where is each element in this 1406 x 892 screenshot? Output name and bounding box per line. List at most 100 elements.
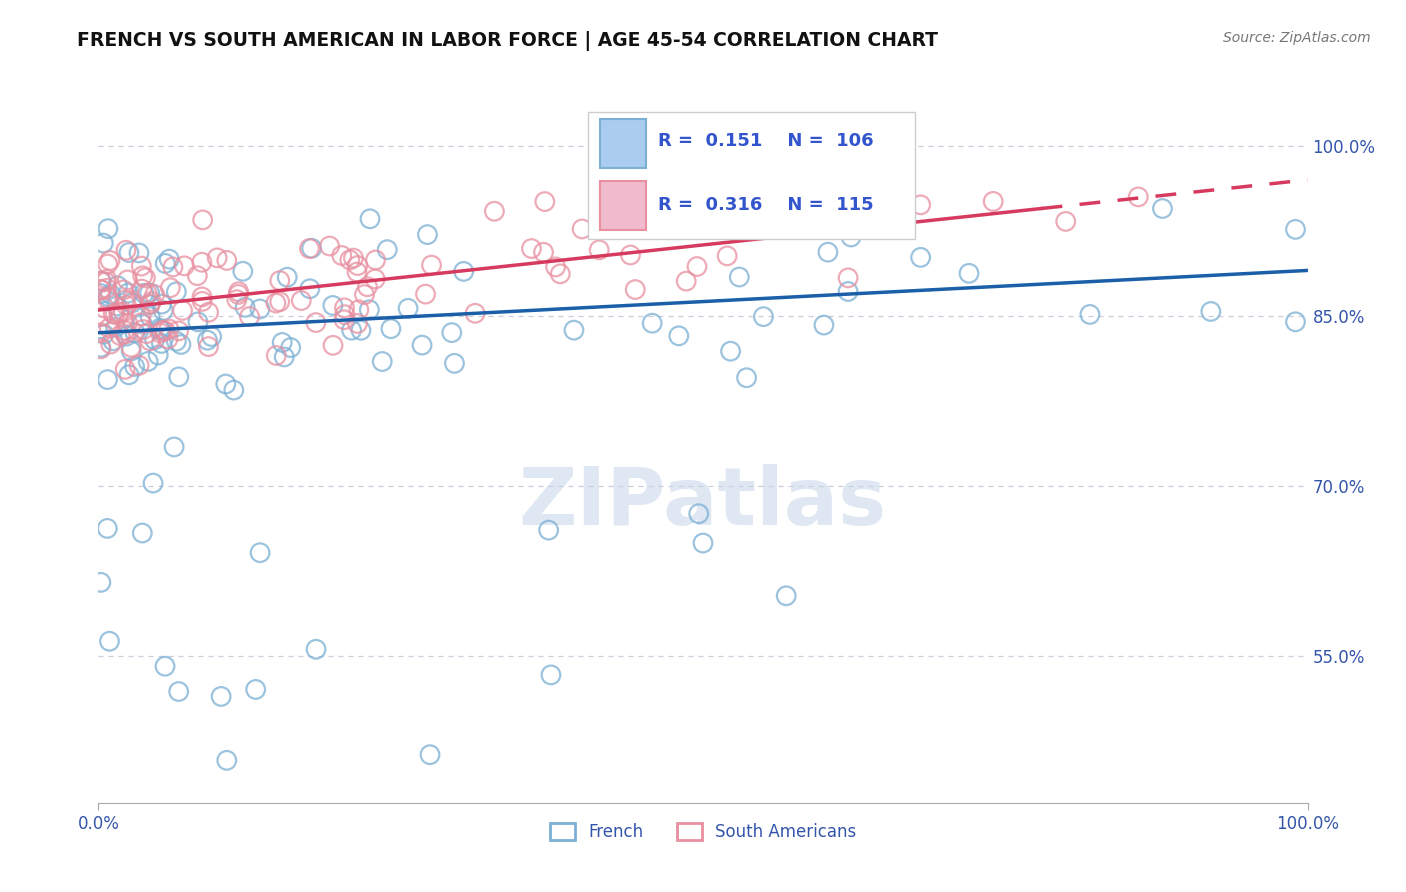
Point <box>105 299 128 313</box>
Point <box>415 287 437 301</box>
Point <box>266 349 288 363</box>
Point <box>115 244 138 258</box>
Point <box>548 267 571 281</box>
Point <box>132 322 155 336</box>
Point <box>121 296 143 310</box>
Point <box>191 255 214 269</box>
Point <box>1128 190 1150 204</box>
Point <box>269 274 291 288</box>
Point <box>149 323 172 337</box>
Point <box>839 230 862 244</box>
Point <box>114 293 136 307</box>
Text: FRENCH VS SOUTH AMERICAN IN LABOR FORCE | AGE 45-54 CORRELATION CHART: FRENCH VS SOUTH AMERICAN IN LABOR FORCE … <box>77 31 938 51</box>
Point <box>143 287 166 301</box>
Point <box>197 305 219 319</box>
Point <box>752 310 775 324</box>
Point <box>837 285 859 299</box>
Point <box>641 316 664 330</box>
Point <box>1078 308 1101 322</box>
Point <box>142 476 165 491</box>
Point <box>128 246 150 260</box>
Point <box>153 659 176 673</box>
Point <box>94 301 117 316</box>
Point <box>90 282 112 296</box>
Point <box>675 274 697 288</box>
Point <box>197 333 219 347</box>
Point <box>380 321 402 335</box>
Point <box>131 268 153 283</box>
Point <box>131 526 153 541</box>
Point <box>910 251 932 265</box>
Point <box>619 248 641 262</box>
Point <box>271 335 294 350</box>
Point <box>129 309 152 323</box>
Point <box>533 245 555 260</box>
Point <box>305 642 328 657</box>
Point <box>148 321 170 335</box>
Point <box>346 265 368 279</box>
Point <box>359 211 381 226</box>
Point <box>215 753 238 767</box>
Point <box>225 293 247 307</box>
Point <box>108 308 131 322</box>
Point <box>201 329 224 343</box>
Point <box>104 307 127 321</box>
Point <box>359 302 381 317</box>
Point <box>120 340 142 354</box>
Point <box>115 298 138 312</box>
Point <box>152 303 174 318</box>
Point <box>96 281 118 295</box>
Point <box>228 285 250 299</box>
Point <box>107 278 129 293</box>
Point <box>121 293 143 308</box>
Point <box>100 287 122 301</box>
Point <box>117 273 139 287</box>
Point <box>187 315 209 329</box>
Point <box>1152 202 1174 216</box>
Point <box>112 324 135 338</box>
Point <box>124 326 146 340</box>
Point <box>249 546 271 560</box>
Point <box>117 286 139 301</box>
Point <box>152 323 174 337</box>
Point <box>97 221 120 235</box>
Point <box>562 323 585 337</box>
Point <box>817 245 839 260</box>
Point <box>668 328 690 343</box>
Point <box>571 222 593 236</box>
Point <box>173 259 195 273</box>
Point <box>118 245 141 260</box>
Point <box>124 359 146 374</box>
Point <box>98 253 121 268</box>
Point <box>117 316 139 330</box>
Point <box>837 270 859 285</box>
Point <box>94 275 117 289</box>
Point <box>1199 304 1222 318</box>
Point <box>1284 315 1306 329</box>
Point <box>440 326 463 340</box>
Point <box>588 243 610 257</box>
Point <box>419 747 441 762</box>
Point <box>813 318 835 332</box>
Point <box>115 329 138 343</box>
Point <box>318 239 340 253</box>
Point <box>735 370 758 384</box>
Point <box>322 298 344 312</box>
Point <box>333 312 356 326</box>
Point <box>356 279 378 293</box>
Point <box>90 286 112 301</box>
Point <box>97 292 120 306</box>
Point <box>98 321 121 335</box>
Point <box>420 258 443 272</box>
Point <box>411 338 433 352</box>
Point <box>209 690 232 704</box>
Point <box>346 259 368 273</box>
Point <box>153 324 176 338</box>
Point <box>97 290 120 304</box>
Point <box>245 682 267 697</box>
Point <box>346 317 368 331</box>
Point <box>215 377 238 392</box>
Point <box>716 249 738 263</box>
Point <box>371 354 394 368</box>
Point <box>728 270 751 285</box>
